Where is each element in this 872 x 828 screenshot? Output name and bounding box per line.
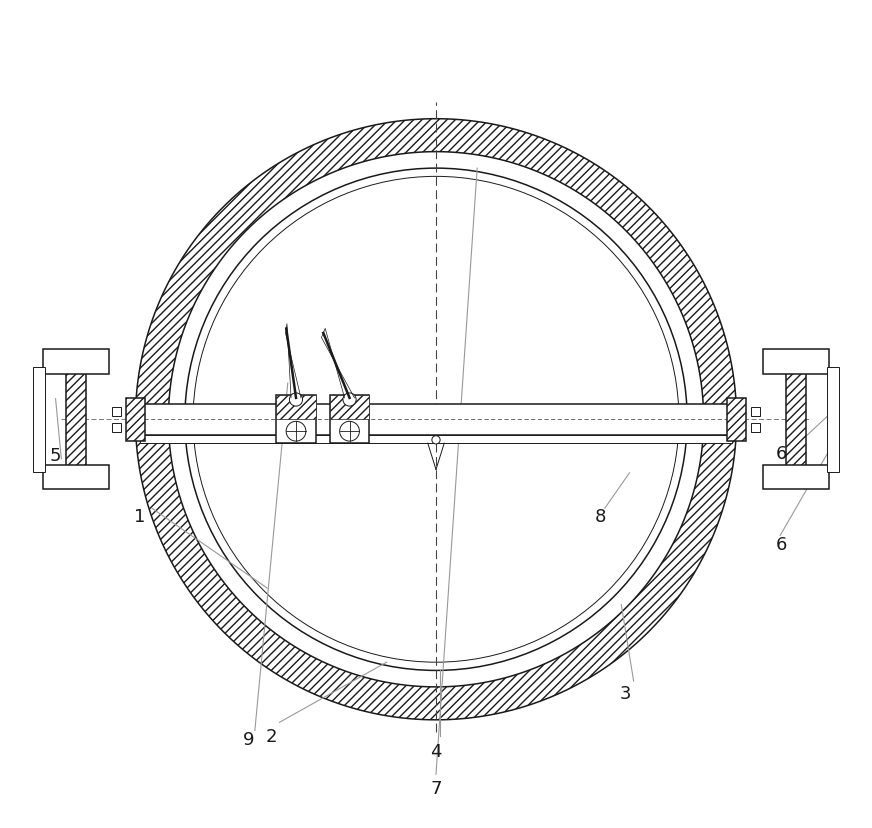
Text: 5: 5 [50, 446, 61, 465]
Bar [126, 398, 145, 441]
Bar [140, 436, 732, 444]
Bar [763, 350, 828, 374]
Text: 6: 6 [776, 535, 787, 553]
Bar [330, 396, 370, 420]
Bar [727, 398, 746, 441]
Circle shape [286, 421, 306, 441]
Circle shape [290, 393, 303, 407]
Bar [751, 407, 760, 416]
Bar [751, 424, 760, 433]
Bar [112, 424, 121, 433]
Bar [44, 465, 109, 489]
Polygon shape [135, 119, 737, 720]
Bar [330, 396, 370, 444]
Bar [112, 407, 121, 416]
Bar [276, 396, 316, 444]
Bar [786, 367, 806, 473]
Bar [66, 367, 86, 473]
Bar [763, 465, 828, 489]
Text: 2: 2 [266, 728, 277, 745]
Bar [828, 367, 839, 473]
Bar [135, 404, 737, 436]
Text: 3: 3 [620, 685, 631, 703]
Text: 9: 9 [242, 729, 254, 748]
Bar [276, 396, 316, 420]
Text: 7: 7 [430, 779, 442, 797]
Circle shape [432, 436, 440, 445]
Text: 4: 4 [430, 742, 442, 760]
Text: 6: 6 [776, 445, 787, 463]
Circle shape [343, 393, 356, 407]
Bar [33, 367, 44, 473]
Text: 8: 8 [595, 508, 606, 526]
Text: 1: 1 [134, 508, 146, 526]
Bar [44, 350, 109, 374]
Circle shape [340, 421, 359, 441]
